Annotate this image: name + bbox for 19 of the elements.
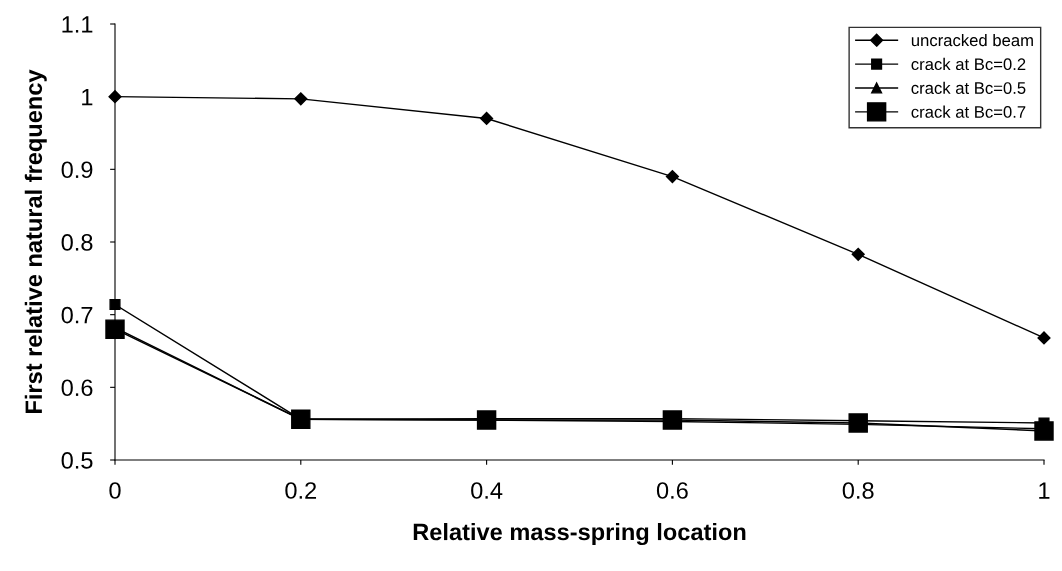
legend-label: crack at Bc=0.7 (911, 105, 1026, 118)
x-tick-label: 1 (1039, 482, 1050, 499)
y-tick-label: 0.6 (61, 379, 93, 397)
y-tick-label: 0.9 (61, 161, 93, 179)
y-tick-label: 1 (82, 88, 93, 106)
y-tick-label: 1.1 (62, 16, 93, 33)
x-axis-title: Relative mass-spring location (413, 522, 746, 546)
x-tick-label: 0.2 (285, 482, 317, 499)
x-tick-label: 0.8 (842, 482, 874, 499)
legend-label: crack at Bc=0.5 (911, 81, 1026, 94)
x-tick-label: 0 (109, 482, 121, 499)
y-tick-label: 0.5 (61, 452, 93, 469)
legend-label: uncracked beam (911, 34, 1033, 47)
x-tick-label: 0.4 (471, 482, 503, 499)
x-tick-label: 0.6 (656, 482, 688, 499)
legend-label: crack at Bc=0.2 (911, 57, 1026, 71)
y-axis-title: First relative natural frequency (24, 69, 47, 413)
y-tick-label: 0.8 (61, 234, 93, 251)
y-tick-label: 0.7 (61, 306, 93, 324)
